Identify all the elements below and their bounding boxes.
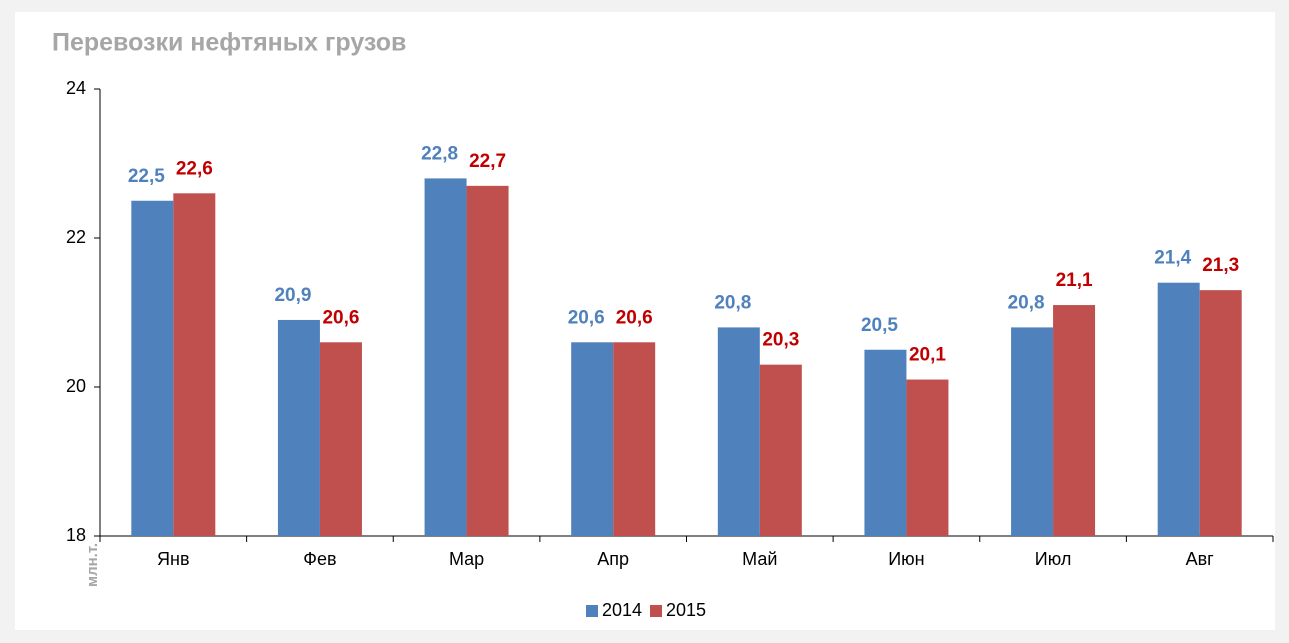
value-label: 20,8 [1008, 292, 1045, 313]
bar [1157, 282, 1200, 536]
x-tick-label: Июл [1035, 549, 1072, 569]
x-tick-label: Апр [597, 549, 629, 569]
bar [277, 319, 320, 536]
value-label: 20,6 [616, 307, 653, 328]
value-label: 20,5 [861, 315, 898, 336]
value-label: 22,5 [128, 166, 165, 187]
x-tick-label: Июн [888, 549, 924, 569]
bar [759, 364, 802, 536]
value-label: 20,8 [714, 292, 751, 313]
value-label: 20,1 [909, 345, 946, 366]
bar [717, 327, 760, 536]
bar [1199, 290, 1242, 536]
x-tick-label: Янв [157, 549, 190, 569]
bar [319, 342, 362, 536]
bar [1053, 305, 1096, 536]
x-tick-label: Фев [303, 549, 336, 569]
value-label: 21,3 [1202, 255, 1239, 276]
value-label: 22,8 [421, 143, 458, 164]
value-label: 20,9 [274, 285, 311, 306]
y-axis-label: млн.т. [84, 543, 101, 587]
bar [131, 200, 174, 536]
bar [906, 379, 949, 536]
bar [1011, 327, 1054, 536]
value-label: 20,6 [568, 307, 605, 328]
bar [173, 193, 216, 537]
bar [466, 185, 509, 536]
value-label: 22,6 [176, 158, 213, 179]
x-tick-label: Май [742, 549, 777, 569]
x-tick-label: Авг [1186, 549, 1215, 569]
legend-swatch [586, 605, 598, 617]
y-tick-label: 24 [66, 78, 86, 98]
bar [864, 349, 907, 536]
legend-swatch [650, 605, 662, 617]
value-label: 20,6 [322, 307, 359, 328]
y-tick-label: 18 [66, 525, 86, 545]
bar [424, 178, 467, 536]
bar [571, 342, 614, 536]
value-label: 21,4 [1154, 248, 1191, 269]
legend-label: 2014 [602, 600, 642, 620]
y-tick-label: 22 [66, 227, 86, 247]
x-tick-label: Мар [449, 549, 484, 569]
value-label: 22,7 [469, 151, 506, 172]
legend-label: 2015 [666, 600, 706, 620]
chart-title: Перевозки нефтяных грузов [52, 29, 406, 57]
y-tick-label: 20 [66, 376, 86, 396]
bar [613, 342, 656, 536]
value-label: 20,3 [762, 330, 799, 351]
value-label: 21,1 [1056, 270, 1093, 291]
